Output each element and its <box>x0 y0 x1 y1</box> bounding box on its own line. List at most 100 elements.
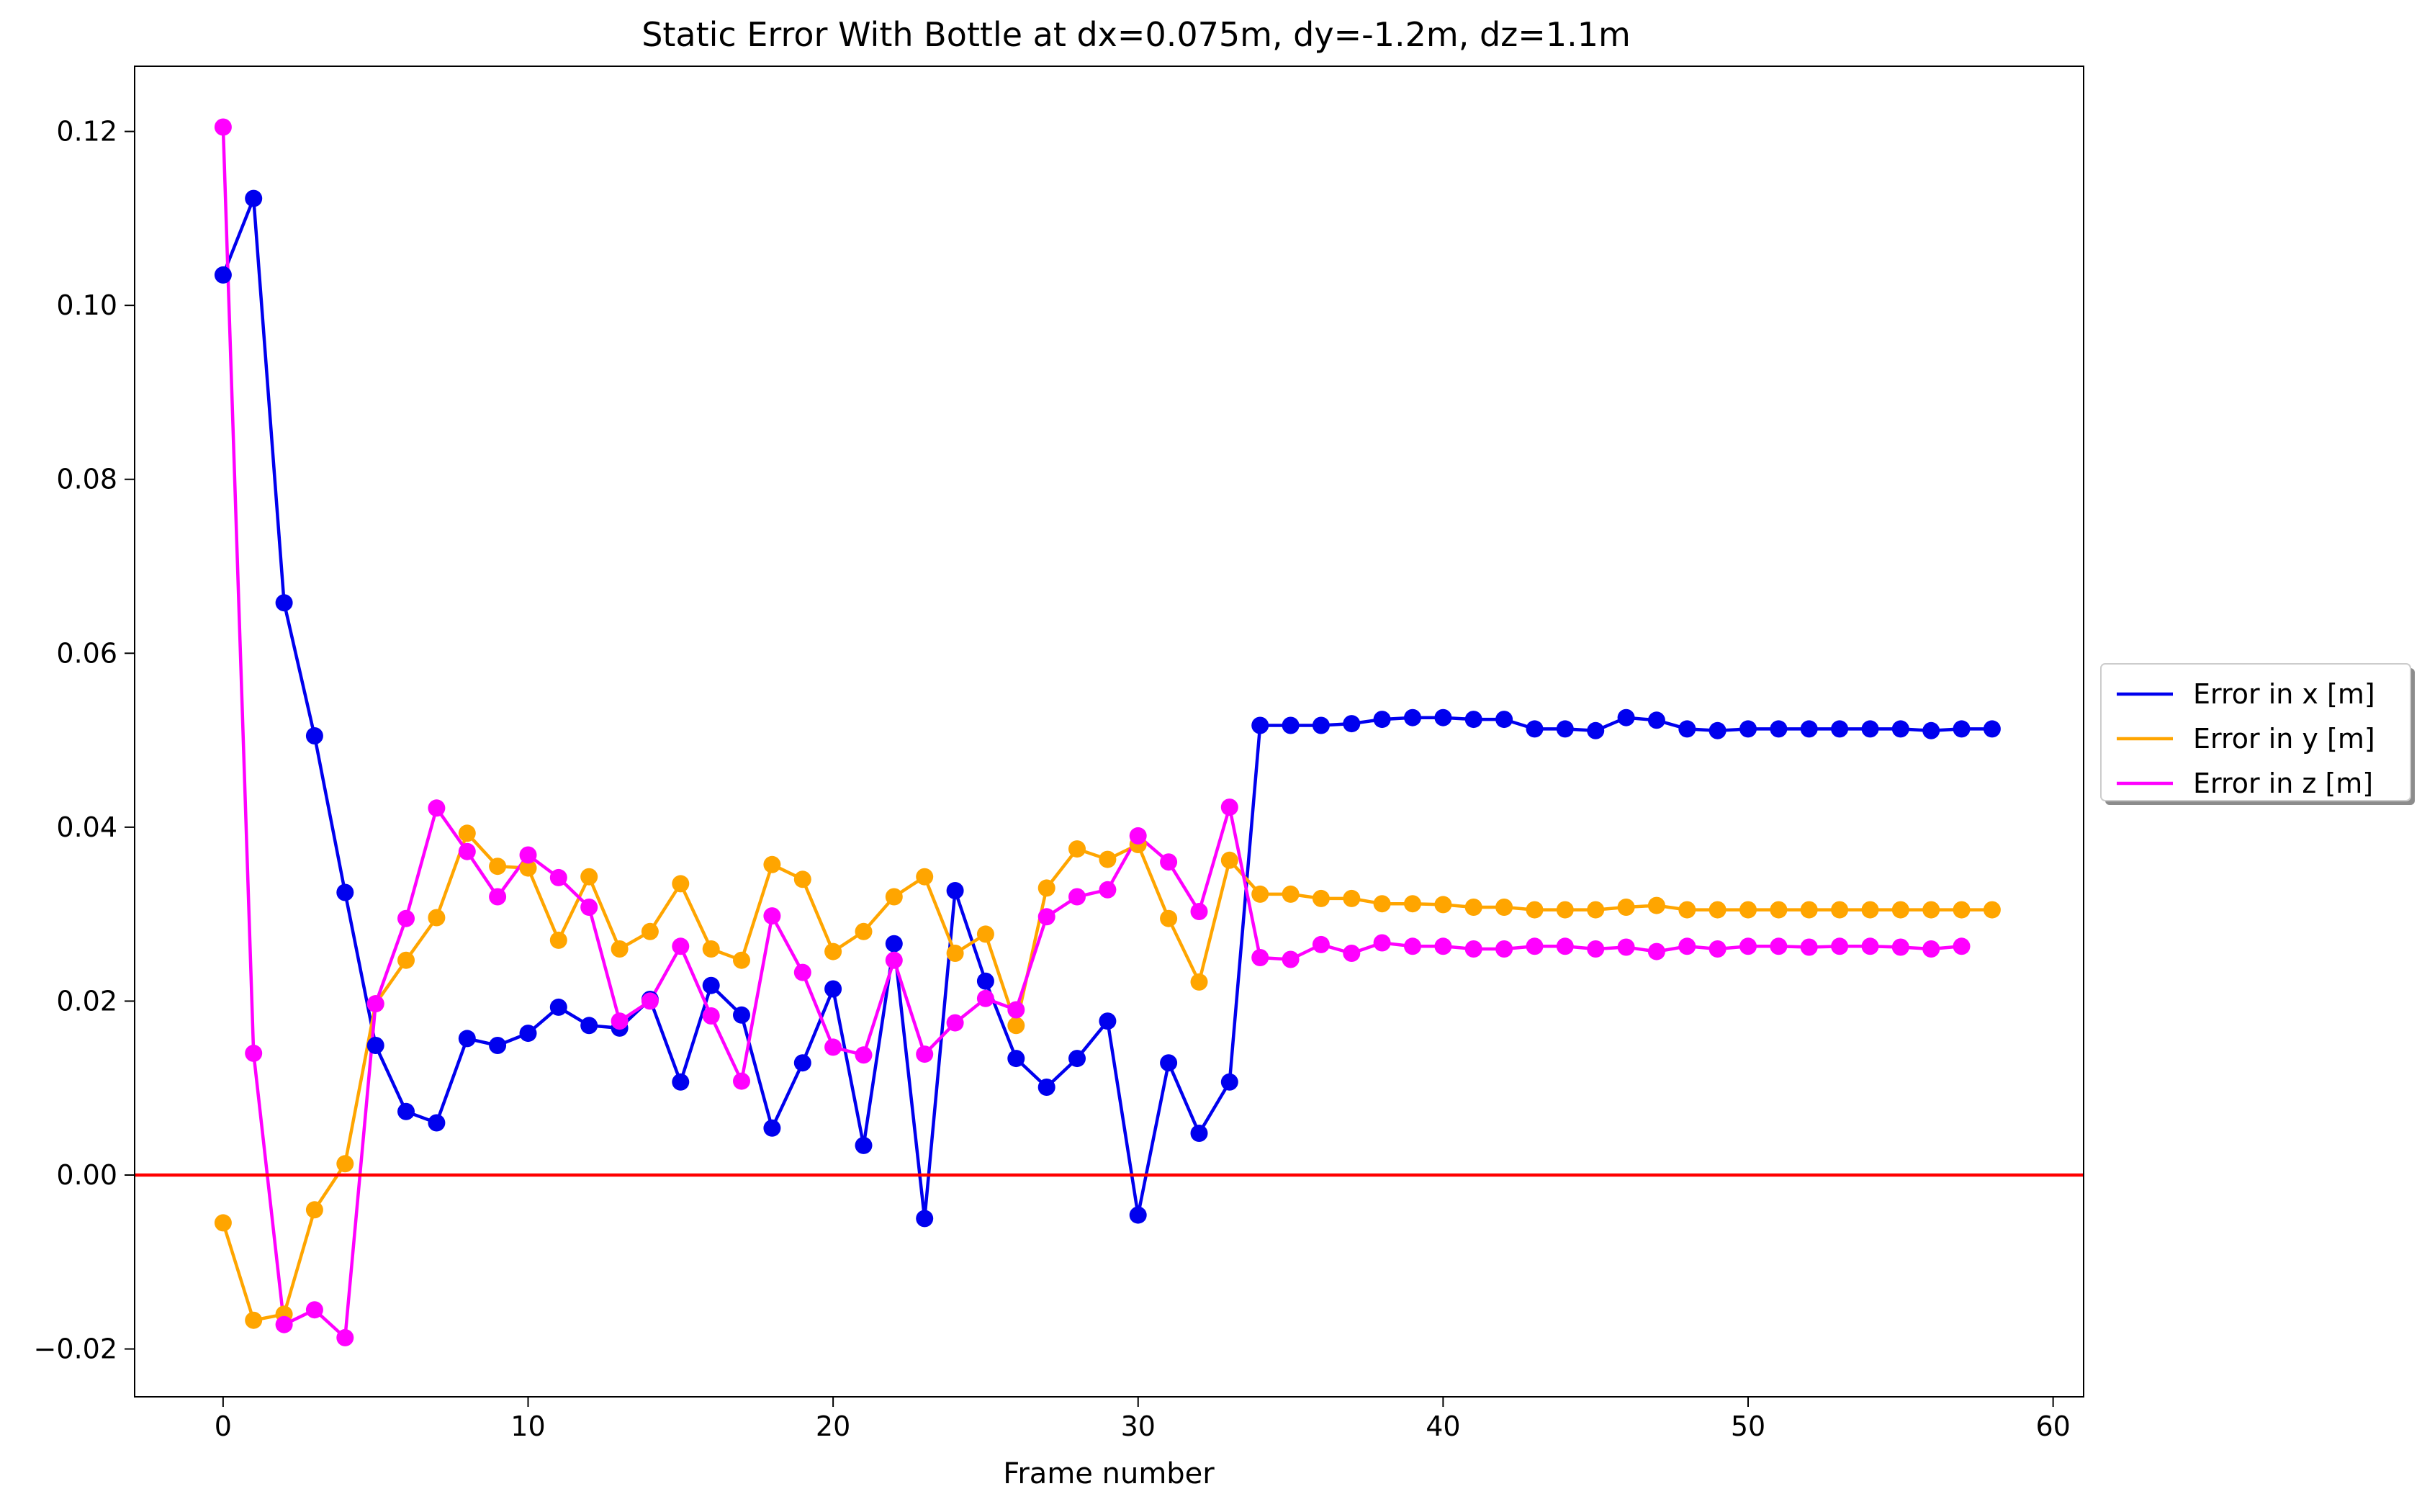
data-point <box>1251 716 1269 734</box>
data-point <box>702 940 720 958</box>
data-point <box>1464 711 1482 729</box>
chart-title: Static Error With Bottle at dx=0.075m, d… <box>641 15 1631 54</box>
data-point <box>855 1136 873 1154</box>
data-point <box>916 868 934 886</box>
data-point <box>549 998 567 1016</box>
data-point <box>672 937 690 955</box>
data-point <box>1037 908 1055 926</box>
data-point <box>1587 901 1605 919</box>
plot-layer <box>135 118 2084 1346</box>
data-point <box>763 907 781 925</box>
data-point <box>1007 1050 1025 1068</box>
data-point <box>611 940 629 958</box>
data-point <box>641 922 659 940</box>
data-point <box>1800 901 1818 919</box>
data-point <box>214 1214 232 1232</box>
data-point <box>1739 901 1757 919</box>
data-point <box>1464 940 1482 958</box>
data-point <box>916 1210 934 1228</box>
data-point <box>1678 937 1696 955</box>
series-line-3 <box>221 127 1962 1340</box>
data-point <box>1343 945 1361 962</box>
y-axis-ticks: −0.02 0.00 0.02 0.04 0.06 0.08 0.10 0.12 <box>34 116 135 1365</box>
data-point <box>976 925 994 943</box>
data-point <box>1800 720 1818 738</box>
data-point <box>1068 888 1086 906</box>
data-point <box>1037 879 1055 897</box>
data-point <box>1556 901 1574 919</box>
series-markers-3 <box>214 118 1971 1346</box>
data-point <box>489 888 507 906</box>
x-axis-ticks: 0 10 20 30 40 50 60 <box>215 1397 2071 1442</box>
data-point <box>1160 909 1178 927</box>
data-point <box>214 118 232 136</box>
data-point <box>1709 901 1727 919</box>
data-point <box>1647 896 1665 914</box>
data-point <box>1007 1001 1025 1019</box>
data-point <box>946 945 964 962</box>
data-point <box>275 594 293 612</box>
data-point <box>1404 895 1421 913</box>
data-point <box>1647 711 1665 729</box>
data-point <box>1587 721 1605 739</box>
data-point <box>1099 850 1117 868</box>
data-point <box>1434 708 1452 726</box>
data-point <box>824 980 842 998</box>
data-point <box>1861 720 1879 738</box>
data-point <box>885 951 903 969</box>
data-point <box>1922 901 1940 919</box>
data-point <box>1190 903 1208 920</box>
data-point <box>458 842 476 860</box>
data-point <box>1343 715 1361 733</box>
data-point <box>245 1044 263 1062</box>
data-point <box>702 976 720 994</box>
data-point <box>580 899 598 916</box>
data-point <box>336 1328 354 1346</box>
data-point <box>824 942 842 960</box>
data-point <box>1831 901 1849 919</box>
data-point <box>1373 711 1391 729</box>
data-point <box>793 870 811 888</box>
data-point <box>1953 720 1971 738</box>
data-point <box>976 989 994 1007</box>
data-point <box>366 995 384 1013</box>
data-point <box>1861 937 1879 955</box>
x-tick-label: 20 <box>816 1410 850 1442</box>
data-point <box>428 1114 446 1132</box>
data-point <box>793 963 811 981</box>
data-point <box>1282 885 1300 903</box>
data-point <box>428 909 446 927</box>
data-point <box>1495 940 1513 958</box>
data-point <box>305 1301 323 1319</box>
data-point <box>397 951 415 969</box>
data-point <box>245 189 263 207</box>
data-point <box>824 1038 842 1056</box>
data-point <box>1037 1079 1055 1096</box>
data-point <box>1404 937 1421 955</box>
y-tick-label: 0.08 <box>56 464 117 495</box>
y-tick-label: 0.06 <box>56 637 117 669</box>
data-point <box>214 266 232 284</box>
data-point <box>1861 901 1879 919</box>
data-point <box>1800 938 1818 956</box>
data-point <box>245 1311 263 1329</box>
data-point <box>1099 881 1117 899</box>
data-point <box>1251 885 1269 903</box>
data-point <box>1831 937 1849 955</box>
data-point <box>976 972 994 990</box>
data-point <box>1922 940 1940 958</box>
data-point <box>549 931 567 949</box>
data-point <box>733 1072 750 1090</box>
data-point <box>885 935 903 953</box>
legend: Error in x [m] Error in y [m] Error in z [… <box>2100 663 2415 805</box>
legend-label-3: Error in z [m] <box>2193 768 2373 799</box>
x-tick-label: 0 <box>215 1410 232 1442</box>
data-point <box>1312 935 1330 953</box>
data-point <box>1617 938 1635 956</box>
data-point <box>336 883 354 901</box>
data-point <box>1190 973 1208 991</box>
data-point <box>916 1045 934 1063</box>
x-tick-label: 10 <box>510 1410 545 1442</box>
data-point <box>1709 721 1727 739</box>
